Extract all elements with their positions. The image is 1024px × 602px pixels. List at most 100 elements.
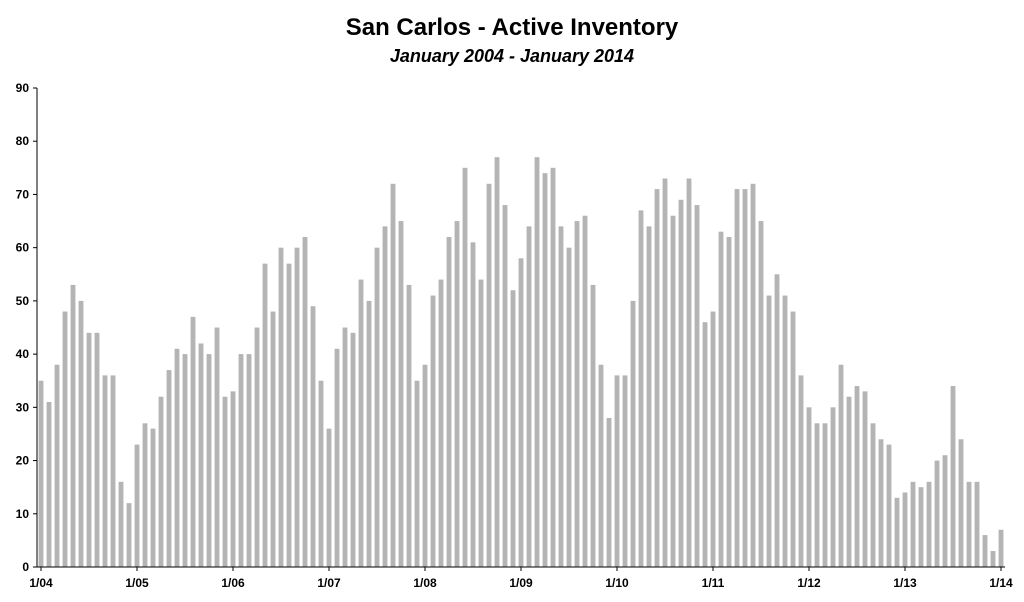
bar-115 [958, 439, 964, 567]
bar-5 [78, 300, 84, 567]
bar-119 [990, 551, 996, 567]
bar-64 [550, 167, 556, 567]
bar-25 [238, 354, 244, 567]
x-tick-label-7: 1/11 [702, 576, 725, 590]
bar-33 [302, 237, 308, 567]
bar-65 [558, 226, 564, 567]
bar-68 [582, 215, 588, 568]
bar-6 [86, 332, 92, 567]
bar-36 [326, 428, 332, 567]
x-tick-label-0: 1/04 [29, 576, 53, 590]
bar-41 [366, 300, 372, 567]
bar-61 [526, 226, 532, 567]
y-axis-ticks: 0 10 20 30 40 50 60 70 80 90 [16, 81, 37, 574]
bar-112 [934, 460, 940, 567]
bar-109 [910, 481, 916, 567]
bar-38 [342, 327, 348, 567]
bar-77 [654, 189, 660, 567]
bar-95 [798, 375, 804, 567]
bar-63 [542, 173, 548, 567]
bar-32 [294, 247, 300, 568]
bar-110 [918, 487, 924, 567]
y-tick-label-0: 0 [22, 560, 29, 574]
bar-0 [38, 380, 44, 567]
bar-3 [62, 311, 68, 567]
bar-98 [822, 423, 828, 567]
bar-120 [998, 529, 1004, 567]
x-tick-label-1: 1/05 [125, 576, 149, 590]
bar-69 [590, 284, 596, 567]
bar-85 [718, 231, 724, 567]
bar-50 [438, 279, 444, 567]
x-tick-label-5: 1/09 [509, 576, 533, 590]
bar-97 [814, 423, 820, 567]
bar-93 [782, 295, 788, 567]
bar-56 [486, 183, 492, 568]
bar-84 [710, 311, 716, 567]
bar-94 [790, 311, 796, 567]
bar-8 [102, 375, 108, 567]
bar-15 [158, 396, 164, 567]
bar-44 [390, 183, 396, 568]
bar-111 [926, 481, 932, 567]
bar-102 [854, 386, 860, 567]
x-tick-label-8: 1/12 [797, 576, 821, 590]
bar-13 [142, 423, 148, 567]
y-tick-label-1: 10 [16, 507, 30, 521]
bar-62 [534, 157, 540, 567]
bar-76 [646, 226, 652, 567]
bar-59 [510, 290, 516, 567]
bar-118 [982, 535, 988, 567]
bar-21 [206, 354, 212, 567]
bar-105 [878, 439, 884, 567]
bar-92 [774, 274, 780, 567]
y-tick-label-4: 40 [16, 347, 30, 361]
bar-72 [614, 375, 620, 567]
bar-7 [94, 332, 100, 567]
x-tick-label-2: 1/06 [221, 576, 245, 590]
bar-90 [758, 221, 764, 567]
bar-70 [598, 364, 604, 567]
bar-16 [166, 370, 172, 567]
y-tick-label-8: 80 [16, 134, 30, 148]
bar-53 [462, 167, 468, 567]
bar-4 [70, 284, 76, 567]
chart-subtitle: January 2004 - January 2014 [389, 46, 635, 66]
bar-103 [862, 391, 868, 567]
bar-11 [126, 503, 132, 567]
bar-106 [886, 444, 892, 567]
bar-71 [606, 417, 612, 567]
bar-75 [638, 210, 644, 567]
bar-58 [502, 205, 508, 567]
bar-48 [422, 364, 428, 567]
y-tick-label-5: 50 [16, 294, 30, 308]
bar-39 [350, 332, 356, 567]
bar-22 [214, 327, 220, 567]
bar-100 [838, 364, 844, 567]
bar-42 [374, 247, 380, 568]
y-tick-label-7: 70 [16, 187, 30, 201]
bar-12 [134, 444, 140, 567]
bar-91 [766, 295, 772, 567]
bar-60 [518, 258, 524, 567]
bar-108 [902, 492, 908, 567]
y-tick-label-6: 60 [16, 241, 30, 255]
bar-66 [566, 247, 572, 568]
bar-46 [406, 284, 412, 567]
bar-35 [318, 380, 324, 567]
bar-23 [222, 396, 228, 567]
bar-57 [494, 157, 500, 567]
bar-18 [182, 354, 188, 567]
bar-80 [678, 199, 684, 567]
bar-29 [270, 311, 276, 567]
y-tick-label-2: 20 [16, 454, 30, 468]
bar-55 [478, 279, 484, 567]
bar-87 [734, 189, 740, 567]
bar-14 [150, 428, 156, 567]
bar-31 [286, 263, 292, 567]
bar-86 [726, 237, 732, 567]
bar-113 [942, 455, 948, 567]
bar-24 [230, 391, 236, 567]
bar-73 [622, 375, 628, 567]
x-tick-label-6: 1/10 [605, 576, 629, 590]
